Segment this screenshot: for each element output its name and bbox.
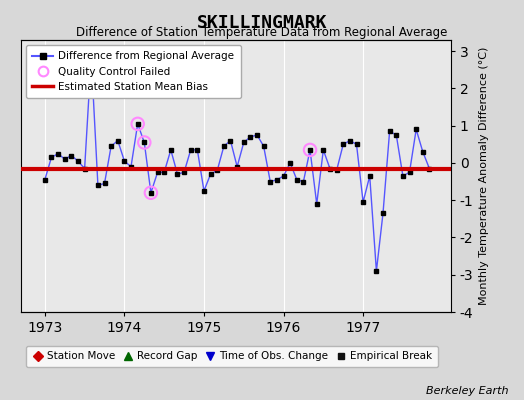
Text: SKILLINGMARK: SKILLINGMARK (196, 14, 328, 32)
Point (140, 139, 148, 146)
Point (134, 121, 142, 127)
Text: Difference of Station Temperature Data from Regional Average: Difference of Station Temperature Data f… (77, 26, 447, 39)
Legend: Station Move, Record Gap, Time of Obs. Change, Empirical Break: Station Move, Record Gap, Time of Obs. C… (26, 346, 438, 367)
Point (87, 54, 95, 60)
Y-axis label: Monthly Temperature Anomaly Difference (°C): Monthly Temperature Anomaly Difference (… (479, 47, 489, 305)
Point (147, 190, 155, 196)
Point (306, 147, 314, 153)
Text: Berkeley Earth: Berkeley Earth (426, 386, 508, 396)
